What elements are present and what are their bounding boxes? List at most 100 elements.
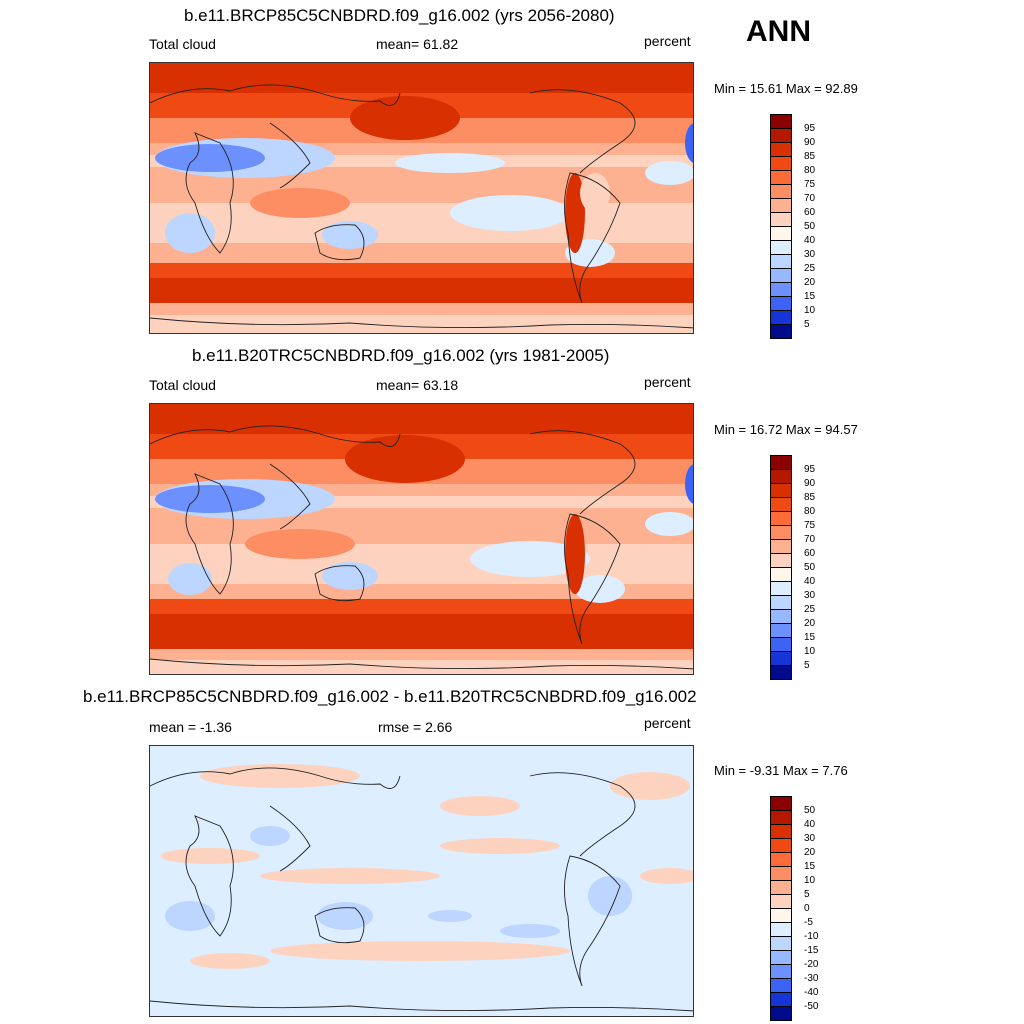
colorbar-tick-label: 15 — [804, 632, 816, 643]
panel1-minmax: Min = 15.61 Max = 92.89 — [714, 81, 858, 96]
colorbar-swatch — [770, 796, 792, 811]
panel3-title: b.e11.BRCP85C5CNBDRD.f09_g16.002 - b.e11… — [83, 687, 697, 706]
colorbar-swatch — [770, 226, 792, 241]
panel2-left-label: Total cloud — [149, 377, 216, 393]
panel2-mean: mean= 63.18 — [376, 377, 459, 393]
colorbar-swatch — [770, 296, 792, 311]
colorbar-swatch — [770, 810, 792, 825]
colorbar-swatch — [770, 936, 792, 951]
panel3-mean: mean = -1.36 — [149, 719, 232, 735]
colorbar-swatch — [770, 142, 792, 157]
colorbar-tick-label: 75 — [804, 520, 816, 531]
panel1-mean: mean= 61.82 — [376, 36, 459, 52]
colorbar-tick-label: 90 — [804, 137, 816, 148]
panel3-map — [149, 745, 694, 1017]
colorbar-swatch — [770, 455, 792, 470]
panel2-minmax: Min = 16.72 Max = 94.57 — [714, 422, 858, 437]
colorbar-tick-label: 40 — [804, 819, 816, 830]
colorbar-swatch — [770, 539, 792, 554]
colorbar-tick-label: 5 — [804, 319, 810, 330]
colorbar-tick-label: -40 — [804, 987, 819, 998]
colorbar-swatch — [770, 922, 792, 937]
colorbar-swatch — [770, 282, 792, 297]
colorbar-tick-label: 10 — [804, 646, 816, 657]
colorbar-swatch — [770, 525, 792, 540]
panel2-map — [149, 403, 694, 675]
colorbar-swatch — [770, 665, 792, 680]
colorbar-tick-label: 40 — [804, 235, 816, 246]
colorbar-swatch — [770, 609, 792, 624]
colorbar-swatch — [770, 497, 792, 512]
colorbar-swatch — [770, 964, 792, 979]
panel1-colorbar — [770, 114, 792, 339]
panel2-colorbar — [770, 455, 792, 680]
colorbar-tick-label: 80 — [804, 165, 816, 176]
colorbar-swatch — [770, 866, 792, 881]
colorbar-tick-label: 70 — [804, 193, 816, 204]
colorbar-tick-label: 10 — [804, 875, 816, 886]
panel1-units: percent — [644, 33, 691, 49]
colorbar-tick-label: 75 — [804, 179, 816, 190]
colorbar-swatch — [770, 483, 792, 498]
colorbar-tick-label: -50 — [804, 1001, 819, 1012]
colorbar-tick-label: 85 — [804, 492, 816, 503]
colorbar-tick-label: -30 — [804, 973, 819, 984]
colorbar-tick-label: 90 — [804, 478, 816, 489]
colorbar-swatch — [770, 184, 792, 199]
colorbar-swatch — [770, 908, 792, 923]
colorbar-swatch — [770, 1006, 792, 1021]
colorbar-tick-label: 95 — [804, 123, 816, 134]
colorbar-swatch — [770, 268, 792, 283]
colorbar-tick-label: 60 — [804, 207, 816, 218]
colorbar-swatch — [770, 567, 792, 582]
colorbar-swatch — [770, 240, 792, 255]
colorbar-swatch — [770, 114, 792, 129]
season-label: ANN — [746, 15, 811, 48]
colorbar-swatch — [770, 838, 792, 853]
colorbar-tick-label: 50 — [804, 805, 816, 816]
panel2-title: b.e11.B20TRC5CNBDRD.f09_g16.002 (yrs 198… — [192, 346, 610, 365]
colorbar-tick-label: -10 — [804, 931, 819, 942]
colorbar-swatch — [770, 581, 792, 596]
colorbar-tick-label: 5 — [804, 660, 810, 671]
colorbar-tick-label: 20 — [804, 618, 816, 629]
panel3-colorbar — [770, 796, 792, 1021]
colorbar-tick-label: 50 — [804, 562, 816, 573]
colorbar-tick-label: 95 — [804, 464, 816, 475]
colorbar-swatch — [770, 852, 792, 867]
colorbar-swatch — [770, 595, 792, 610]
colorbar-tick-label: 20 — [804, 847, 816, 858]
colorbar-swatch — [770, 978, 792, 993]
colorbar-swatch — [770, 992, 792, 1007]
colorbar-tick-label: 15 — [804, 291, 816, 302]
panel2-units: percent — [644, 374, 691, 390]
panel1-title: b.e11.BRCP85C5CNBDRD.f09_g16.002 (yrs 20… — [184, 6, 615, 25]
colorbar-tick-label: 25 — [804, 263, 816, 274]
colorbar-tick-label: 5 — [804, 889, 810, 900]
colorbar-swatch — [770, 310, 792, 325]
colorbar-tick-label: 50 — [804, 221, 816, 232]
colorbar-tick-label: 20 — [804, 277, 816, 288]
panel3-units: percent — [644, 715, 691, 731]
colorbar-tick-label: 40 — [804, 576, 816, 587]
colorbar-swatch — [770, 128, 792, 143]
panel3-rmse: rmse = 2.66 — [378, 719, 453, 735]
panel1-left-label: Total cloud — [149, 36, 216, 52]
colorbar-swatch — [770, 950, 792, 965]
colorbar-tick-label: 30 — [804, 590, 816, 601]
colorbar-swatch — [770, 511, 792, 526]
colorbar-swatch — [770, 198, 792, 213]
colorbar-swatch — [770, 469, 792, 484]
colorbar-swatch — [770, 637, 792, 652]
colorbar-tick-label: 0 — [804, 903, 810, 914]
colorbar-tick-label: 85 — [804, 151, 816, 162]
colorbar-swatch — [770, 553, 792, 568]
panel1-map — [149, 62, 694, 334]
colorbar-tick-label: 60 — [804, 548, 816, 559]
colorbar-tick-label: 25 — [804, 604, 816, 615]
colorbar-swatch — [770, 623, 792, 638]
colorbar-tick-label: -15 — [804, 945, 819, 956]
colorbar-swatch — [770, 824, 792, 839]
colorbar-tick-label: 80 — [804, 506, 816, 517]
panel3-minmax: Min = -9.31 Max = 7.76 — [714, 763, 848, 778]
